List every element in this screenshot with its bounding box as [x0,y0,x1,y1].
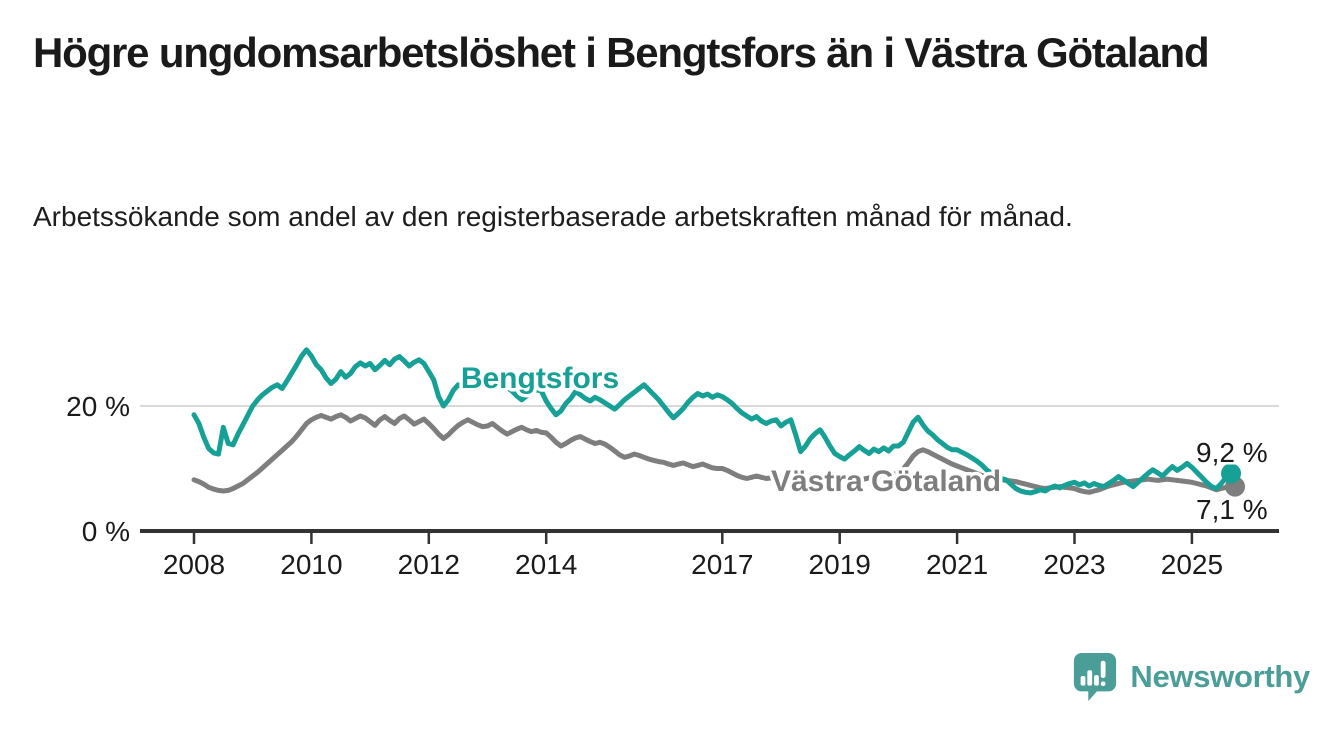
y-tick-label-20: 20 % [66,391,130,422]
newsworthy-brand: Newsworthy [1072,651,1310,703]
series-label-bengtsfors: Bengtsfors [461,362,619,395]
chart-subtitle: Arbetssökande som andel av den registerb… [33,201,1073,232]
series-label-vastra_gotaland: Västra Götaland [771,465,1001,498]
x-tick-label-2012: 2012 [398,549,460,580]
x-tick-label-2014: 2014 [515,549,577,580]
x-tick-label-2025: 2025 [1161,549,1223,580]
brand-name: Newsworthy [1130,659,1310,694]
end-value-label-vastra_gotaland: 7,1 % [1196,494,1268,525]
series-line-bengtsfors [191,347,1234,496]
x-tick-label-2019: 2019 [809,549,871,580]
end-value-label-bengtsfors: 9,2 % [1196,437,1268,468]
x-tick-label-2010: 2010 [280,549,342,580]
speech-bubble-bar-chart-icon [1074,653,1117,701]
y-tick-label-0: 0 % [82,516,130,547]
end-dot-bengtsfors [1221,463,1242,484]
x-tick-label-2023: 2023 [1043,549,1105,580]
x-tick-label-2017: 2017 [691,549,753,580]
x-tick-label-2008: 2008 [163,549,225,580]
x-tick-label-2021: 2021 [926,549,988,580]
page-title: Högre ungdomsarbetslöshet i Bengtsfors ä… [33,29,1210,76]
